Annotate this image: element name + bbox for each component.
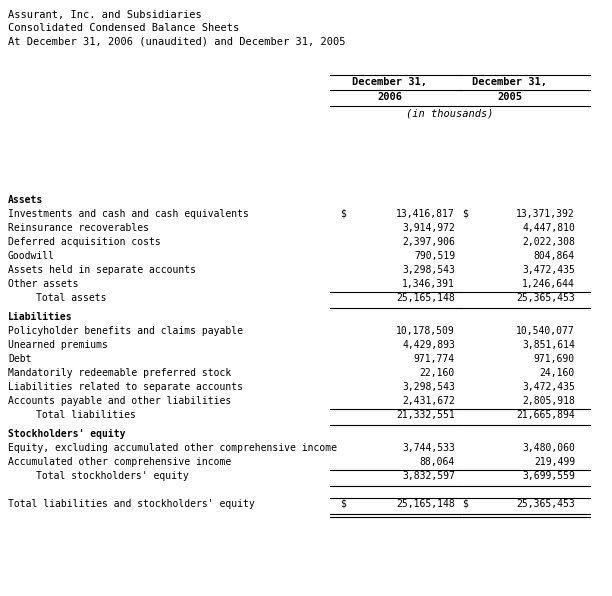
Text: 10,178,509: 10,178,509 bbox=[396, 326, 455, 336]
Text: 22,160: 22,160 bbox=[420, 368, 455, 378]
Text: $: $ bbox=[462, 209, 468, 219]
Text: 10,540,077: 10,540,077 bbox=[517, 326, 575, 336]
Text: Accounts payable and other liabilities: Accounts payable and other liabilities bbox=[8, 396, 231, 406]
Text: 13,371,392: 13,371,392 bbox=[517, 209, 575, 219]
Text: Consolidated Condensed Balance Sheets: Consolidated Condensed Balance Sheets bbox=[8, 23, 239, 33]
Text: 2006: 2006 bbox=[378, 92, 403, 102]
Text: 971,690: 971,690 bbox=[534, 354, 575, 364]
Text: 25,165,148: 25,165,148 bbox=[396, 499, 455, 509]
Text: Investments and cash and cash equivalents: Investments and cash and cash equivalent… bbox=[8, 209, 249, 219]
Text: $: $ bbox=[340, 209, 346, 219]
Text: Liabilities: Liabilities bbox=[8, 312, 73, 322]
Text: 1,246,644: 1,246,644 bbox=[522, 279, 575, 289]
Text: 3,472,435: 3,472,435 bbox=[522, 265, 575, 275]
Text: 3,851,614: 3,851,614 bbox=[522, 340, 575, 350]
Text: $: $ bbox=[462, 499, 468, 509]
Text: 3,832,597: 3,832,597 bbox=[402, 471, 455, 481]
Text: 219,499: 219,499 bbox=[534, 457, 575, 467]
Text: 4,447,810: 4,447,810 bbox=[522, 223, 575, 233]
Text: 13,416,817: 13,416,817 bbox=[396, 209, 455, 219]
Text: 2,805,918: 2,805,918 bbox=[522, 396, 575, 406]
Text: 2,397,906: 2,397,906 bbox=[402, 237, 455, 247]
Text: Total liabilities: Total liabilities bbox=[36, 410, 136, 420]
Text: Stockholders' equity: Stockholders' equity bbox=[8, 429, 125, 439]
Text: (in thousands): (in thousands) bbox=[406, 108, 494, 118]
Text: Equity, excluding accumulated other comprehensive income: Equity, excluding accumulated other comp… bbox=[8, 443, 337, 453]
Text: At December 31, 2006 (unaudited) and December 31, 2005: At December 31, 2006 (unaudited) and Dec… bbox=[8, 36, 346, 46]
Text: 4,429,893: 4,429,893 bbox=[402, 340, 455, 350]
Text: 2005: 2005 bbox=[498, 92, 523, 102]
Text: 1,346,391: 1,346,391 bbox=[402, 279, 455, 289]
Text: Policyholder benefits and claims payable: Policyholder benefits and claims payable bbox=[8, 326, 243, 336]
Text: Assets held in separate accounts: Assets held in separate accounts bbox=[8, 265, 196, 275]
Text: 3,298,543: 3,298,543 bbox=[402, 265, 455, 275]
Text: 25,165,148: 25,165,148 bbox=[396, 293, 455, 303]
Text: 3,699,559: 3,699,559 bbox=[522, 471, 575, 481]
Text: $: $ bbox=[340, 499, 346, 509]
Text: 21,665,894: 21,665,894 bbox=[517, 410, 575, 420]
Text: 25,365,453: 25,365,453 bbox=[517, 499, 575, 509]
Text: Debt: Debt bbox=[8, 354, 31, 364]
Text: 88,064: 88,064 bbox=[420, 457, 455, 467]
Text: Total assets: Total assets bbox=[36, 293, 106, 303]
Text: Total stockholders' equity: Total stockholders' equity bbox=[36, 471, 188, 481]
Text: Liabilities related to separate accounts: Liabilities related to separate accounts bbox=[8, 382, 243, 392]
Text: 24,160: 24,160 bbox=[540, 368, 575, 378]
Text: Reinsurance recoverables: Reinsurance recoverables bbox=[8, 223, 149, 233]
Text: 3,914,972: 3,914,972 bbox=[402, 223, 455, 233]
Text: Goodwill: Goodwill bbox=[8, 251, 55, 261]
Text: Total liabilities and stockholders' equity: Total liabilities and stockholders' equi… bbox=[8, 499, 255, 509]
Text: December 31,: December 31, bbox=[472, 77, 548, 87]
Text: 25,365,453: 25,365,453 bbox=[517, 293, 575, 303]
Text: Mandatorily redeemable preferred stock: Mandatorily redeemable preferred stock bbox=[8, 368, 231, 378]
Text: Deferred acquisition costs: Deferred acquisition costs bbox=[8, 237, 161, 247]
Text: Other assets: Other assets bbox=[8, 279, 78, 289]
Text: 2,431,672: 2,431,672 bbox=[402, 396, 455, 406]
Text: 971,774: 971,774 bbox=[414, 354, 455, 364]
Text: 804,864: 804,864 bbox=[534, 251, 575, 261]
Text: 2,022,308: 2,022,308 bbox=[522, 237, 575, 247]
Text: 21,332,551: 21,332,551 bbox=[396, 410, 455, 420]
Text: 3,298,543: 3,298,543 bbox=[402, 382, 455, 392]
Text: 790,519: 790,519 bbox=[414, 251, 455, 261]
Text: 3,480,060: 3,480,060 bbox=[522, 443, 575, 453]
Text: December 31,: December 31, bbox=[353, 77, 428, 87]
Text: Assets: Assets bbox=[8, 195, 43, 205]
Text: Accumulated other comprehensive income: Accumulated other comprehensive income bbox=[8, 457, 231, 467]
Text: Assurant, Inc. and Subsidiaries: Assurant, Inc. and Subsidiaries bbox=[8, 10, 202, 20]
Text: Unearned premiums: Unearned premiums bbox=[8, 340, 108, 350]
Text: 3,744,533: 3,744,533 bbox=[402, 443, 455, 453]
Text: 3,472,435: 3,472,435 bbox=[522, 382, 575, 392]
